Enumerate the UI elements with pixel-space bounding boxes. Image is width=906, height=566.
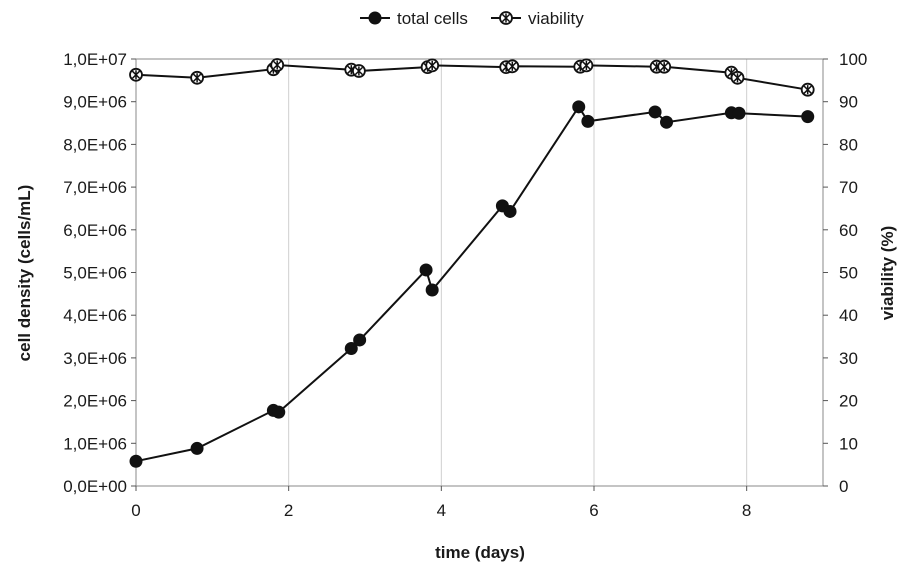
y-tick-label: 7,0E+06 [63, 178, 127, 197]
data-point-total-cells [353, 333, 367, 347]
y-tick-label: 3,0E+06 [63, 349, 127, 368]
y2-tick-label: 70 [839, 178, 858, 197]
data-point-viability [730, 70, 745, 85]
series-line-total-cells [135, 104, 808, 463]
data-point-viability [425, 58, 440, 73]
y2-tick-label: 20 [839, 392, 858, 411]
x-tick-label: 8 [742, 501, 751, 520]
data-point-total-cells [572, 100, 586, 114]
legend-marker-viability [499, 11, 513, 25]
x-tick-label: 2 [284, 501, 293, 520]
y2-tick-label: 100 [839, 50, 867, 69]
data-point-total-cells [801, 110, 815, 124]
legend-entry-total-cells: total cells [360, 9, 468, 28]
data-point-viability [657, 59, 672, 74]
data-point-total-cells [344, 342, 358, 356]
legend-marker-total-cells [368, 11, 382, 25]
y-tick-label: 1,0E+07 [63, 50, 127, 69]
data-point-total-cells [419, 263, 433, 277]
data-point-viability [579, 58, 594, 73]
series-layer [129, 58, 815, 468]
series-line-viability [135, 63, 808, 91]
data-point-viability [129, 67, 143, 82]
data-point-viability [505, 59, 520, 74]
series-total-cells [129, 100, 815, 468]
x-axis-title: time (days) [435, 543, 525, 562]
data-point-viability [800, 82, 815, 97]
data-point-total-cells [272, 405, 286, 419]
y-tick-label: 9,0E+06 [63, 93, 127, 112]
y2-tick-label: 50 [839, 264, 858, 283]
data-point-total-cells [660, 115, 674, 129]
legend-entry-viability: viability [491, 9, 584, 28]
y2-tick-label: 90 [839, 93, 858, 112]
y2-tick-label: 40 [839, 306, 858, 325]
y-tick-label: 2,0E+06 [63, 392, 127, 411]
data-point-total-cells [190, 441, 204, 455]
left-axis-ticks: 0,0E+00 1,0E+06 2,0E+06 3,0E+06 4,0E+06 5,0E+… [63, 50, 136, 496]
y2-tick-label: 80 [839, 135, 858, 154]
y2-tick-label: 60 [839, 221, 858, 240]
y-tick-label: 1,0E+06 [63, 434, 127, 453]
x-axis-ticks: 0 2 4 6 8 [131, 486, 751, 520]
plot-area-frame [135, 58, 824, 487]
series-viability [129, 58, 815, 97]
y-tick-label: 0,0E+00 [63, 477, 127, 496]
x-tick-label: 0 [131, 501, 140, 520]
right-axis-ticks: 0 10 20 30 40 50 60 70 80 90 100 [823, 50, 867, 496]
y2-tick-label: 30 [839, 349, 858, 368]
gridlines [288, 59, 748, 486]
y-axis-title: cell density (cells/mL) [15, 185, 34, 362]
data-point-total-cells [581, 114, 595, 128]
data-point-viability [351, 64, 366, 78]
data-point-total-cells [425, 283, 439, 297]
legend-label-viability: viability [528, 9, 584, 28]
y2-tick-label: 10 [839, 434, 858, 453]
y2-axis-title: viability (%) [878, 226, 897, 320]
data-point-viability [190, 70, 205, 85]
data-point-viability [270, 58, 285, 72]
y2-tick-label: 0 [839, 477, 848, 496]
y-tick-label: 5,0E+06 [63, 264, 127, 283]
data-point-total-cells [648, 105, 662, 119]
data-point-total-cells [129, 454, 143, 468]
data-point-total-cells [503, 204, 517, 218]
data-point-total-cells [732, 106, 746, 120]
y-tick-label: 8,0E+06 [63, 135, 127, 154]
y-tick-label: 6,0E+06 [63, 221, 127, 240]
x-tick-label: 4 [437, 501, 446, 520]
y-tick-label: 4,0E+06 [63, 306, 127, 325]
x-tick-label: 6 [589, 501, 598, 520]
legend-label-total-cells: total cells [397, 9, 468, 28]
legend: total cells viability [360, 9, 584, 28]
